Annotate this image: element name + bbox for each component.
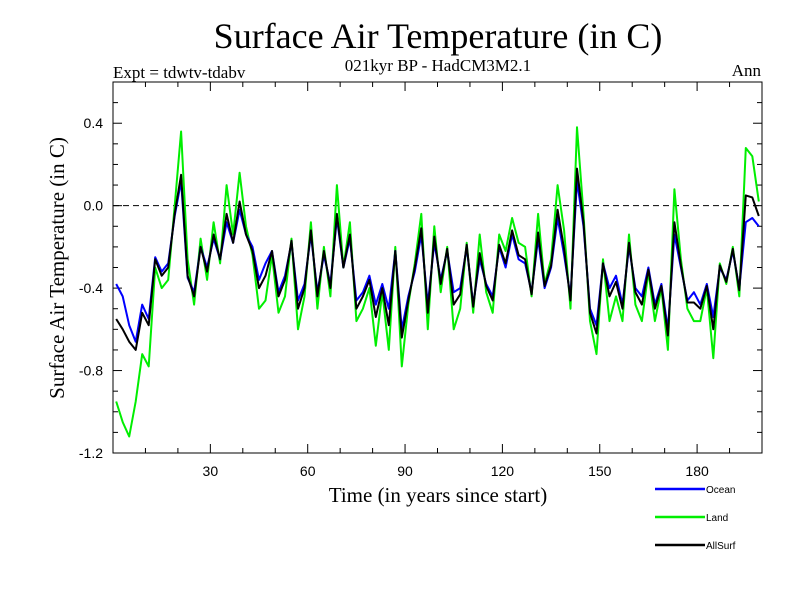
legend: Ocean Land AllSurf xyxy=(655,485,736,552)
tick-labels: 30 60 90 120 150 180 -1.2 -0.8 -0.4 0.0 0.4 xyxy=(79,115,709,479)
y-tick-label: -0.8 xyxy=(79,363,103,379)
y-tick-label: 0.4 xyxy=(84,115,104,131)
x-axis-label: Time (in years since start) xyxy=(329,483,548,507)
x-tick-label: 120 xyxy=(491,463,515,479)
x-tick-label: 180 xyxy=(685,463,709,479)
series-line-allsurf xyxy=(115,167,760,351)
y-tick-label: -0.4 xyxy=(79,280,103,296)
legend-label-ocean: Ocean xyxy=(706,485,735,496)
y-tick-label: 0.0 xyxy=(84,198,104,214)
series-line-land xyxy=(115,126,760,438)
y-tick-label: -1.2 xyxy=(79,445,103,461)
expt-label: Expt = tdwtv-tdabv xyxy=(113,63,246,82)
axis-ticks xyxy=(113,81,762,454)
y-axis-label: Surface Air Temperature (in C) xyxy=(45,137,69,399)
legend-label-allsurf: AllSurf xyxy=(706,541,736,552)
x-tick-label: 30 xyxy=(203,463,219,479)
chart-subtitle: 021kyr BP - HadCM3M2.1 xyxy=(345,56,531,75)
x-tick-label: 60 xyxy=(300,463,316,479)
x-tick-label: 150 xyxy=(588,463,612,479)
chart-title: Surface Air Temperature (in C) xyxy=(214,16,663,56)
series-group xyxy=(115,126,760,438)
legend-label-land: Land xyxy=(706,513,728,524)
x-tick-label: 90 xyxy=(397,463,413,479)
season-label: Ann xyxy=(732,61,762,80)
